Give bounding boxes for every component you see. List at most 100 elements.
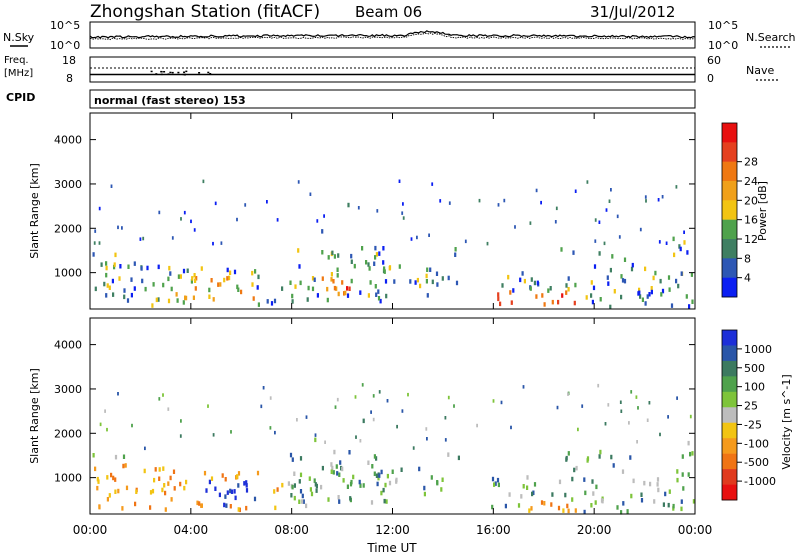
echo-cell (274, 430, 276, 435)
echo-cell (416, 235, 418, 240)
echo-cell (208, 287, 211, 293)
echo-cell (338, 499, 341, 504)
echo-cell (309, 192, 312, 196)
echo-cell (646, 418, 649, 422)
cpid-strip: CPID normal (fast stereo) 153 (6, 89, 696, 109)
echo-cell (194, 286, 197, 291)
echo-cell (338, 472, 341, 477)
echo-cell (374, 255, 377, 260)
echo-cell (618, 235, 621, 239)
echo-cell (670, 303, 674, 308)
echo-cell (412, 446, 415, 450)
nave-label: Nave (746, 64, 774, 77)
echo-cell (555, 206, 558, 211)
freq-unit: [MHz] (4, 68, 33, 79)
echo-cell (230, 489, 234, 494)
echo-cell (113, 264, 116, 270)
echo-cell (324, 440, 326, 444)
echo-cell (688, 304, 691, 309)
echo-cell (123, 288, 126, 293)
echo-cell (353, 263, 356, 269)
echo-cell (565, 290, 568, 295)
echo-cell (314, 482, 317, 487)
nave-point (183, 73, 186, 76)
echo-cell (236, 217, 238, 222)
echo-cell (153, 477, 156, 483)
echo-cell (315, 488, 318, 493)
echo-cell (162, 282, 165, 288)
nsky-panel: N.Sky 10^5 10^0 10^5 10^0 N.Search (3, 19, 796, 52)
echo-cell (543, 501, 546, 506)
echo-cell (108, 285, 111, 290)
echo-cell (256, 285, 259, 290)
echo-cell (182, 300, 185, 305)
echo-cell (262, 386, 265, 390)
echo-cell (600, 498, 604, 503)
echo-cell (323, 214, 325, 218)
echo-cell (321, 465, 324, 471)
echo-cell (289, 280, 292, 285)
echo-cell (219, 282, 222, 287)
echo-cell (299, 472, 303, 478)
echo-cell (144, 446, 146, 451)
y-tick-label: 1000 (54, 267, 82, 280)
echo-cell (367, 262, 370, 267)
echo-cell (362, 483, 365, 488)
echo-cell (376, 209, 379, 213)
echo-cell (256, 470, 260, 476)
echo-cell (297, 180, 300, 184)
echo-cell (257, 274, 260, 280)
echo-cell (361, 383, 364, 387)
nave-point (198, 72, 201, 74)
echo-cell (608, 199, 611, 203)
echo-cell (376, 481, 379, 487)
echo-cell (223, 502, 226, 508)
echo-cell (321, 276, 324, 281)
echo-cell (565, 283, 568, 288)
echo-cell (104, 409, 106, 413)
echo-cell (607, 281, 610, 286)
echo-cell (343, 291, 346, 296)
echo-cell (680, 271, 683, 276)
echo-cell (327, 497, 330, 502)
echo-cell (103, 281, 106, 287)
echo-cell (425, 273, 428, 279)
colorbar-swatch (722, 345, 737, 362)
echo-cell (644, 266, 647, 272)
echo-cell (453, 404, 455, 408)
echo-cell (599, 449, 602, 455)
echo-cell (276, 218, 279, 222)
echo-cell (110, 184, 113, 188)
echo-cell (237, 507, 240, 512)
echo-cell (336, 471, 339, 476)
colorbar-swatch (722, 422, 737, 439)
echo-cell (572, 250, 575, 255)
echo-cell (529, 286, 532, 291)
cpid-label: CPID (6, 91, 35, 104)
echo-cell (205, 488, 208, 493)
nsearch-line (89, 32, 696, 41)
echo-cell (536, 280, 539, 286)
echo-cell (184, 295, 187, 300)
echo-cell (609, 304, 612, 310)
echo-cell (643, 480, 646, 486)
echo-cell (556, 405, 559, 410)
echo-cell (233, 269, 237, 275)
echo-cell (611, 254, 614, 259)
echo-cell (175, 292, 178, 297)
echo-cell (644, 195, 647, 199)
echo-cell (273, 489, 276, 494)
echo-cell (350, 479, 353, 485)
echo-cell (583, 477, 586, 482)
echo-cell (439, 199, 442, 203)
echo-cell (503, 198, 506, 203)
echo-cell (598, 454, 601, 459)
nave-point (163, 71, 166, 73)
echo-cell (133, 286, 136, 291)
echo-cell (313, 277, 316, 282)
echo-cell (378, 251, 381, 256)
echo-cell (375, 456, 378, 461)
echo-cell (335, 286, 338, 291)
echo-cell (177, 274, 180, 279)
echo-cell (157, 297, 160, 302)
